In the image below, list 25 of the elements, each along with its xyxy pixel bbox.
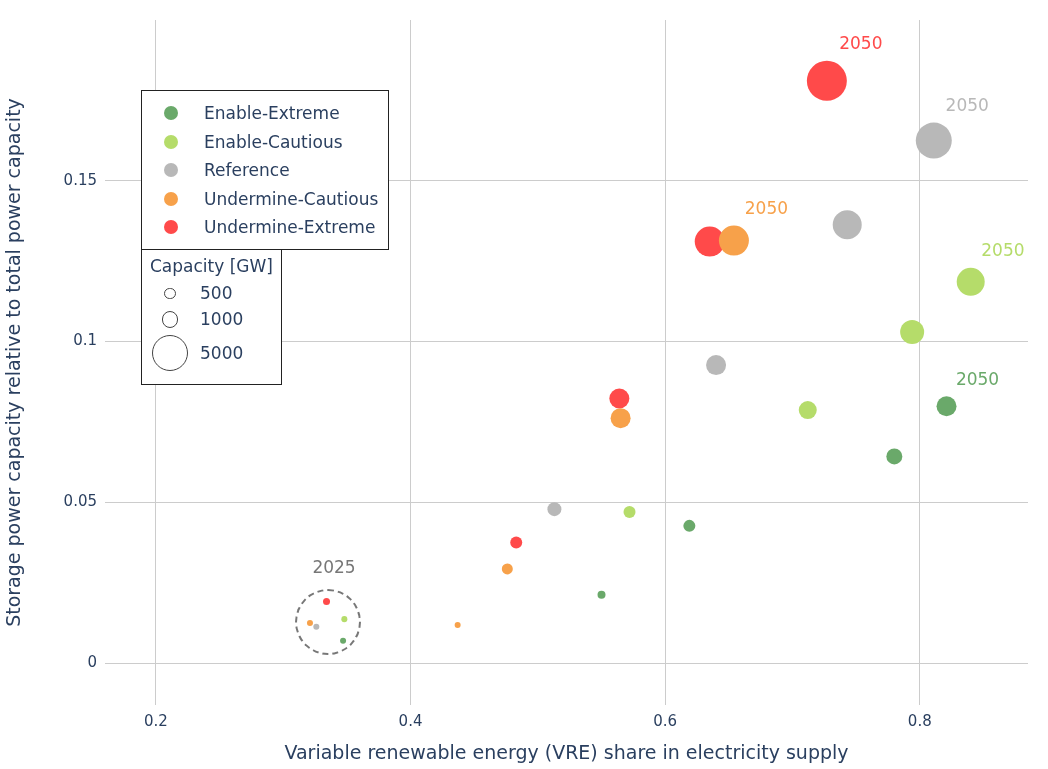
legend-label: Enable-Cautious — [204, 131, 343, 152]
x-tick-label: 0.8 — [907, 711, 932, 730]
legend-label: 500 — [200, 283, 233, 304]
legend-label: Reference — [204, 160, 290, 181]
y-tick-label: 0.05 — [63, 492, 97, 511]
annotation: 2050 — [839, 33, 883, 54]
annotation: 2050 — [945, 95, 989, 116]
x-tick-label: 0.2 — [143, 711, 168, 730]
y-tick-label: 0.15 — [63, 170, 97, 189]
legend-label: Undermine-Cautious — [204, 188, 379, 209]
legend-label: 5000 — [200, 343, 244, 364]
legend-label: 1000 — [200, 309, 244, 330]
annotation: 2050 — [955, 368, 1000, 389]
y-tick-label: 0.1 — [73, 331, 97, 350]
y-tick-label: 0 — [87, 653, 97, 672]
legend-title: Capacity [GW] — [150, 256, 273, 277]
x-tick-label: 0.4 — [398, 711, 423, 730]
annotation: 2050 — [981, 240, 1025, 261]
x-axis-title: Variable renewable energy (VRE) share in electricity supply — [284, 740, 849, 763]
annotation: 2050 — [744, 198, 789, 219]
y-axis-title: Storage power capacity relative to total power capacity — [2, 98, 25, 627]
legend-label: Enable-Extreme — [204, 103, 340, 124]
x-tick-label: 0.6 — [653, 711, 678, 730]
legend-label: Undermine-Extreme — [204, 217, 376, 238]
annotation: 2025 — [312, 556, 356, 577]
